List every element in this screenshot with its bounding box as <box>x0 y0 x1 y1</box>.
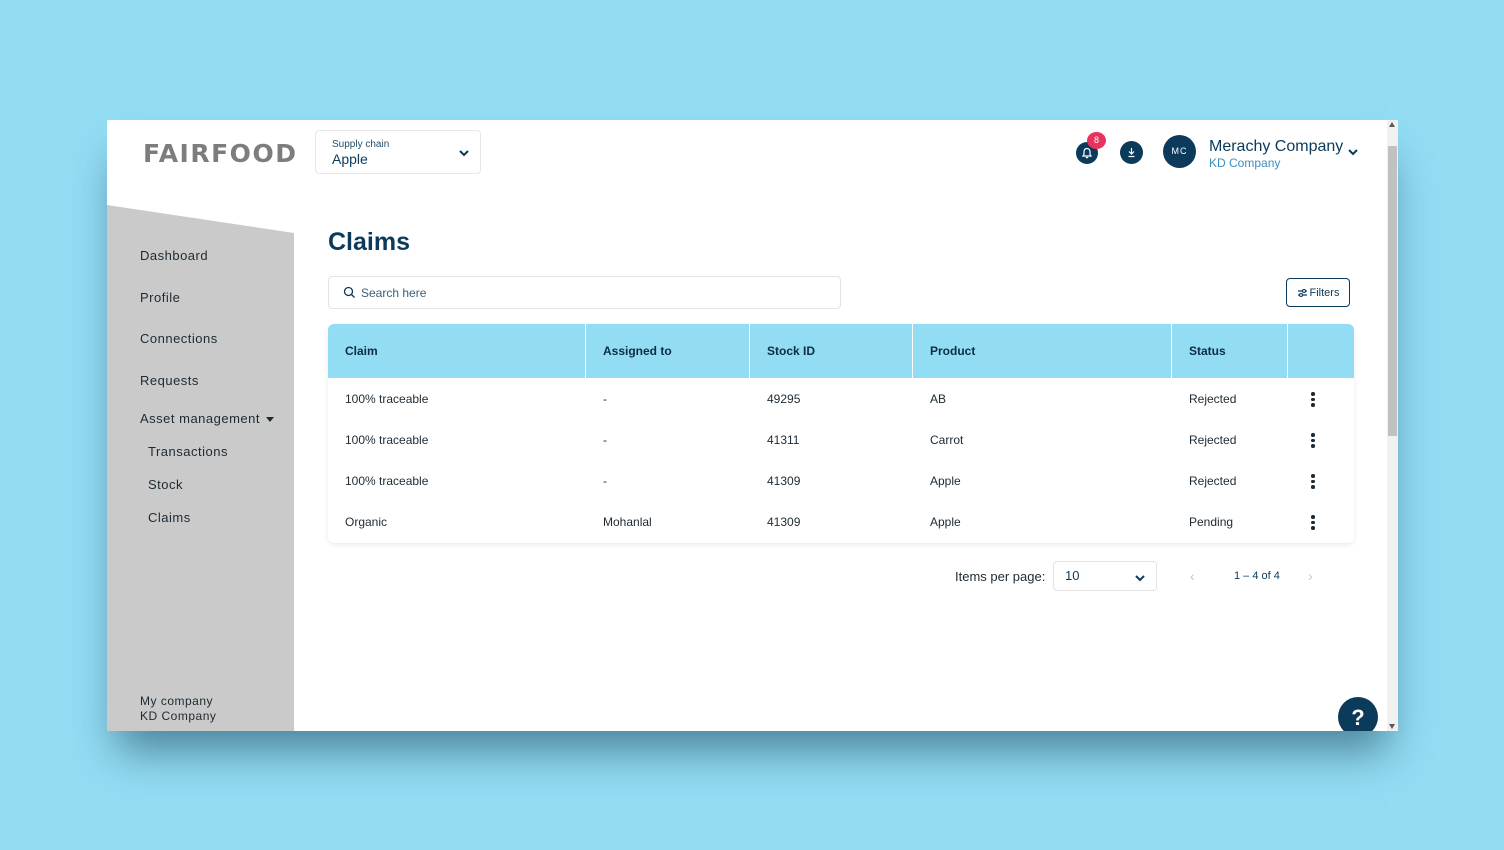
supply-chain-label: Supply chain <box>332 139 390 150</box>
download-button[interactable] <box>1120 141 1143 164</box>
supply-chain-value: Apple <box>332 151 368 167</box>
items-per-page-label: Items per page: <box>955 569 1046 584</box>
filter-sliders-icon <box>1297 288 1307 297</box>
search-input[interactable] <box>361 283 821 303</box>
cell-claim: 100% traceable <box>345 474 429 488</box>
notification-count-badge: 8 <box>1087 132 1106 149</box>
sidebar-item-requests[interactable]: Requests <box>140 373 199 388</box>
app-window: FAIRFOOD Supply chain Apple 8 MC Merachy… <box>107 120 1398 731</box>
chevron-down-icon <box>1135 575 1145 582</box>
user-menu-chevron-icon[interactable] <box>1347 146 1359 158</box>
cell-assigned-to: - <box>603 392 607 406</box>
column-header-assigned-to[interactable]: Assigned to <box>586 324 750 378</box>
cell-stock-id: 41311 <box>767 433 800 447</box>
cell-product: Apple <box>930 474 961 488</box>
caret-down-icon <box>266 417 275 423</box>
cell-product: Apple <box>930 515 961 529</box>
sidebar-item-claims[interactable]: Claims <box>148 510 191 525</box>
table-row[interactable]: 100% traceable - 41309 Apple Rejected <box>328 461 1354 502</box>
next-page-button[interactable]: › <box>1308 568 1313 584</box>
cell-stock-id: 41309 <box>767 474 801 488</box>
download-icon <box>1128 148 1135 158</box>
supply-chain-select[interactable]: Supply chain Apple <box>315 130 481 174</box>
search-icon <box>343 286 355 298</box>
cell-status: Rejected <box>1189 392 1237 406</box>
cell-product: AB <box>930 392 947 406</box>
row-actions-menu-icon[interactable] <box>1311 433 1315 448</box>
sidebar-item-connections[interactable]: Connections <box>140 331 218 346</box>
page-range-label: 1 – 4 of 4 <box>1234 570 1280 582</box>
sidebar-item-profile[interactable]: Profile <box>140 290 181 305</box>
vertical-scrollbar[interactable] <box>1387 120 1398 731</box>
cell-stock-id: 49295 <box>767 392 801 406</box>
scroll-up-arrow-icon[interactable] <box>1389 122 1395 127</box>
sidebar-item-stock[interactable]: Stock <box>148 477 184 492</box>
sidebar: Dashboard Profile Connections Requests A… <box>107 205 294 731</box>
bell-icon <box>1081 147 1093 159</box>
items-per-page-select[interactable]: 10 <box>1053 561 1157 591</box>
column-header-stock-id[interactable]: Stock ID <box>750 324 913 378</box>
table-row[interactable]: Organic Mohanlal 41309 Apple Pending <box>328 502 1354 543</box>
fairfood-logo[interactable]: FAIRFOOD <box>143 139 298 168</box>
sidebar-item-label: Asset management <box>140 411 261 426</box>
cell-product: Carrot <box>930 433 964 447</box>
sidebar-item-asset-management[interactable]: Asset management <box>140 411 275 426</box>
cell-status: Rejected <box>1189 474 1237 488</box>
scroll-down-arrow-icon[interactable] <box>1389 724 1395 729</box>
row-actions-menu-icon[interactable] <box>1311 474 1315 489</box>
column-header-product[interactable]: Product <box>913 324 1172 378</box>
row-actions-menu-icon[interactable] <box>1311 392 1315 407</box>
row-actions-menu-icon[interactable] <box>1311 515 1315 530</box>
table-header: Claim Assigned to Stock ID Product Statu… <box>328 324 1354 378</box>
cell-assigned-to: - <box>603 433 607 447</box>
my-company-name: KD Company <box>140 709 217 723</box>
sidebar-company-info: My company KD Company <box>140 694 216 724</box>
user-company: KD Company <box>1209 156 1281 170</box>
page-title: Claims <box>328 228 410 256</box>
filters-button[interactable]: Filters <box>1286 278 1350 307</box>
cell-status: Pending <box>1189 515 1234 529</box>
table-row[interactable]: 100% traceable - 49295 AB Rejected <box>328 379 1354 420</box>
cell-assigned-to: - <box>603 474 607 488</box>
search-box[interactable] <box>328 276 841 309</box>
cell-claim: 100% traceable <box>345 433 429 447</box>
scrollbar-thumb[interactable] <box>1388 146 1397 436</box>
cell-status: Rejected <box>1189 433 1237 447</box>
user-name[interactable]: Merachy Company <box>1209 138 1344 155</box>
table-row[interactable]: 100% traceable - 41311 Carrot Rejected <box>328 420 1354 461</box>
chevron-down-icon <box>459 150 469 157</box>
user-avatar[interactable]: MC <box>1163 135 1196 168</box>
cell-claim: Organic <box>345 515 388 529</box>
column-header-status[interactable]: Status <box>1172 324 1288 378</box>
column-header-claim[interactable]: Claim <box>328 324 586 378</box>
previous-page-button[interactable]: ‹ <box>1190 568 1195 584</box>
cell-stock-id: 41309 <box>767 515 801 529</box>
filters-label: Filters <box>1309 286 1340 299</box>
cell-claim: 100% traceable <box>345 392 429 406</box>
items-per-page-value: 10 <box>1065 568 1080 583</box>
claims-table: Claim Assigned to Stock ID Product Statu… <box>328 324 1354 543</box>
sidebar-item-transactions[interactable]: Transactions <box>148 444 228 459</box>
sidebar-item-dashboard[interactable]: Dashboard <box>140 248 209 263</box>
my-company-label: My company <box>140 694 214 708</box>
cell-assigned-to: Mohanlal <box>603 515 652 529</box>
help-button[interactable]: ? <box>1338 697 1378 731</box>
